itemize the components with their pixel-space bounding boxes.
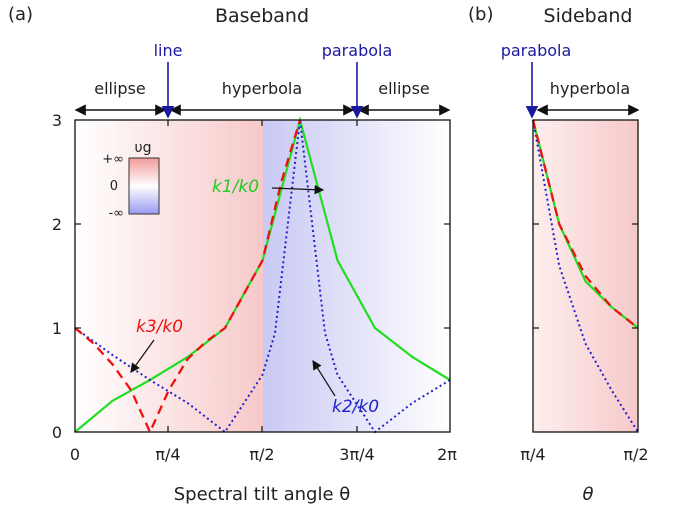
ytick-2: 2: [52, 215, 62, 234]
region-label-ellipse-right: ellipse: [378, 79, 430, 98]
label-k2: k2/k0: [332, 397, 379, 417]
colorbar-tick-zero: 0: [110, 179, 118, 194]
panel-a-label: (a): [8, 4, 33, 25]
marker-parabola-b-label: parabola: [501, 41, 572, 60]
panel-b-title: Sideband: [544, 5, 633, 27]
ytick-3: 3: [52, 111, 62, 130]
colorbar-tick-neg: -∞: [108, 206, 124, 221]
colorbar-title: υg: [135, 140, 152, 156]
xlabel-a: Spectral tilt angle θ: [174, 484, 351, 505]
label-k1: k1/k0: [212, 177, 259, 197]
curve-a-k3-k0: [74, 119, 302, 435]
panel-b-frame: [532, 119, 639, 433]
colorbar: [128, 157, 160, 215]
panel-a-bg-right: [263, 120, 450, 432]
xtick-b-1: π/2: [623, 445, 648, 464]
xtick-a-1: π/4: [155, 445, 180, 464]
colorbar-tick-pos: +∞: [102, 152, 124, 167]
panel-a-bg-left: [75, 120, 263, 432]
ytick-1: 1: [52, 319, 62, 338]
panel-b-ticks: [533, 223, 638, 329]
panel-a-ticks: [75, 120, 450, 432]
curve-b-k2-k0: [532, 119, 639, 433]
panel-a-title: Baseband: [215, 5, 309, 27]
label-k1-arrow: [271, 184, 325, 195]
label-k2-arrow: [312, 359, 336, 397]
ytick-0: 0: [52, 423, 62, 442]
xtick-a-0: 0: [70, 445, 80, 464]
region-label-hyperbola: hyperbola: [222, 79, 302, 98]
label-k3-arrow: [130, 339, 155, 373]
label-k3: k3/k0: [136, 317, 183, 337]
xtick-b-0: π/4: [520, 445, 545, 464]
panel-b-curves: [531, 119, 639, 433]
marker-parabola-label: parabola: [322, 41, 393, 60]
region-label-hyperbola-b: hyperbola: [550, 79, 630, 98]
region-label-ellipse-left: ellipse: [94, 79, 146, 98]
xtick-a-4: 2π: [437, 445, 457, 464]
xlabel-b: θ: [582, 484, 593, 505]
curve-b-k3-k0: [531, 119, 639, 329]
xtick-a-3: 3π/4: [339, 445, 374, 464]
marker-line-label: line: [154, 41, 183, 60]
panel-b-label: (b): [468, 4, 493, 25]
xtick-a-2: π/2: [249, 445, 274, 464]
